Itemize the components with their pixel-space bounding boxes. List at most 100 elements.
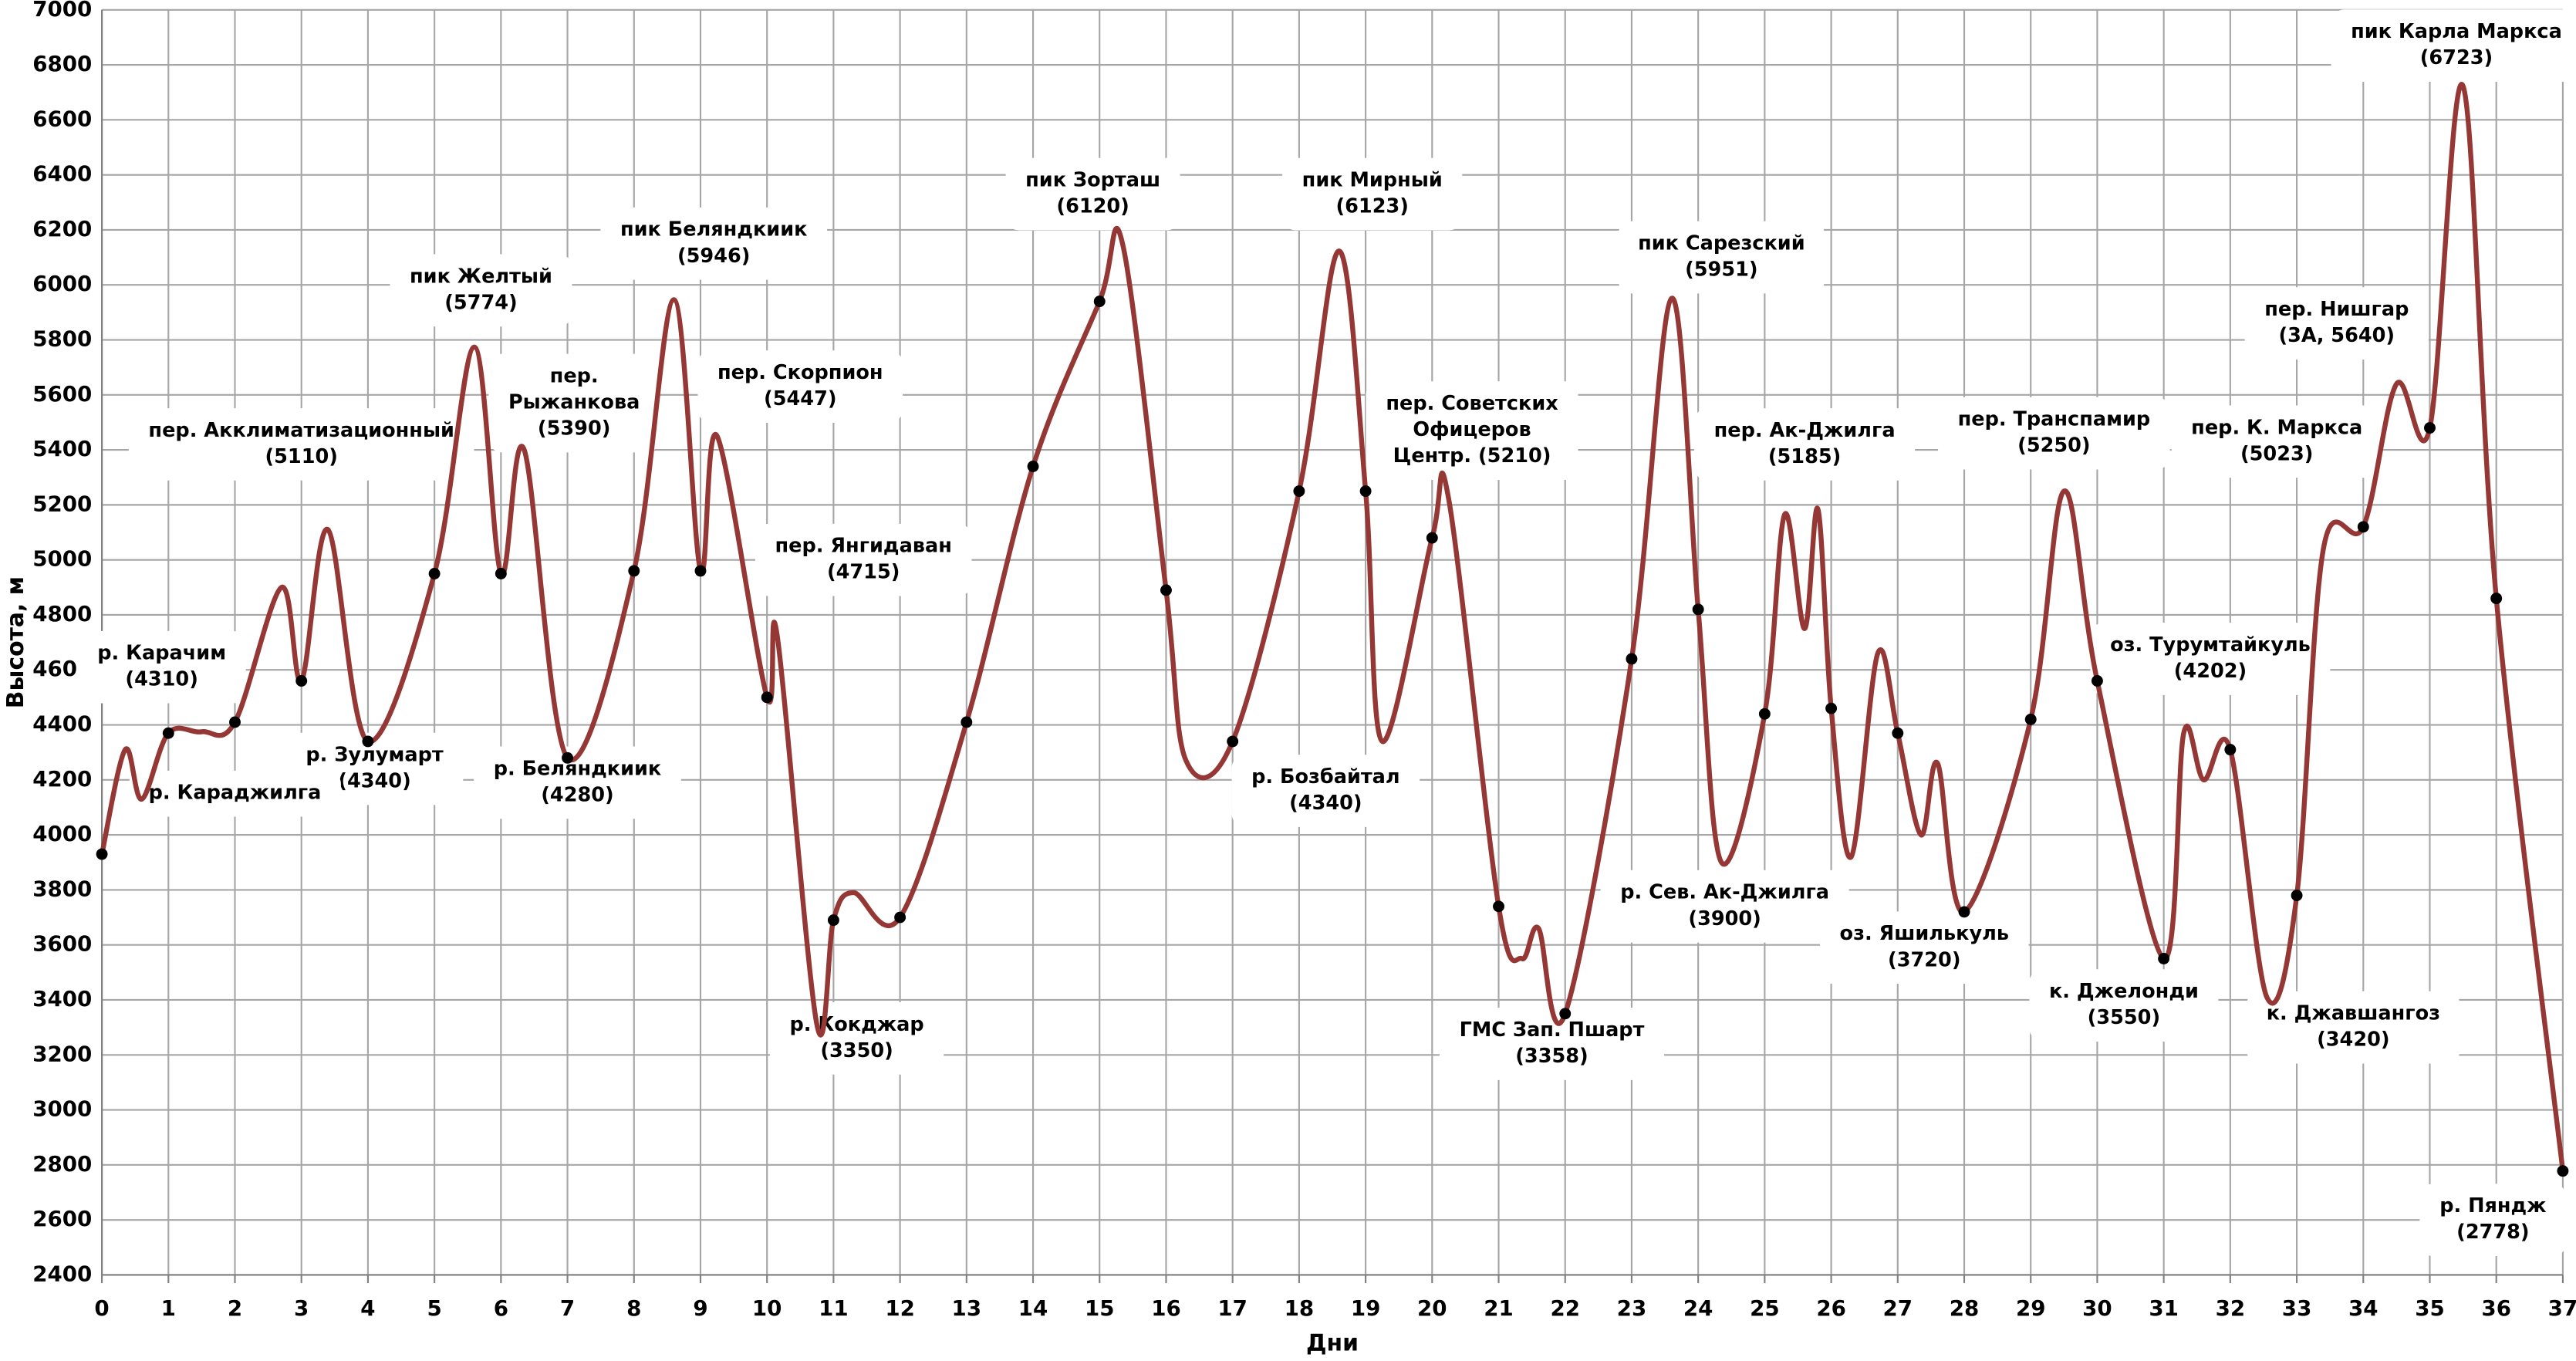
y-tick-label: 3800 [32, 876, 92, 901]
annotation-text: пер. [550, 364, 599, 387]
annotation: пик Сарезский (5951) [1618, 221, 1825, 294]
y-tick-label: 5400 [32, 436, 92, 461]
annotation-text: (3350) [820, 1039, 893, 1062]
annotation-text: (6123) [1335, 195, 1408, 218]
y-tick-label: 3000 [32, 1096, 92, 1122]
x-tick-label: 9 [693, 1295, 707, 1321]
annotation-background [1366, 381, 1578, 481]
annotation-text: пик Желтый [410, 265, 552, 288]
annotation-text: р. Караджилга [149, 782, 322, 805]
y-tick-label: 4800 [32, 601, 92, 626]
point-marker [2291, 890, 2303, 901]
annotation: пер. Акклиматизационный (5110) [128, 408, 474, 481]
y-tick-label: 6200 [32, 216, 92, 241]
point-marker [761, 691, 773, 704]
annotation-text: (3А, 5640) [2278, 324, 2395, 347]
annotation-background [2247, 991, 2460, 1064]
annotation-text: (5774) [444, 291, 517, 314]
annotation-background [769, 1002, 944, 1075]
annotation-background [1600, 870, 1849, 943]
annotation-text: пер. Акклиматизационный [148, 419, 454, 442]
annotation: пик Карла Маркса (6723) [2331, 9, 2576, 82]
annotation-text: Центр. (5210) [1393, 444, 1551, 468]
annotation-text: пер. К. Маркса [2191, 416, 2362, 439]
annotation-background [2171, 405, 2382, 478]
point-marker [2424, 422, 2436, 434]
annotation-text: пер. Транспамир [1958, 408, 2151, 431]
x-tick-label: 31 [2149, 1295, 2179, 1321]
point-marker [1027, 461, 1039, 472]
x-tick-label: 10 [752, 1295, 782, 1321]
annotation-background [2029, 969, 2219, 1042]
x-tick-label: 30 [2082, 1295, 2112, 1321]
annotation-background [1439, 1008, 1665, 1080]
annotation: пер. Транспамир (5250) [1938, 397, 2170, 470]
point-marker [2158, 953, 2170, 964]
annotation: пик Зорташ (6120) [1005, 157, 1180, 231]
annotation-background [129, 770, 341, 817]
annotation: оз. Турумтайкуль (4202) [2090, 623, 2331, 695]
point-marker [1892, 727, 1904, 739]
point-marker [1293, 485, 1305, 498]
annotation: р. Беляндкиик (4280) [474, 746, 681, 819]
x-tick-label: 16 [1151, 1295, 1181, 1321]
y-tick-label: 7000 [32, 0, 92, 22]
annotation-background [1820, 911, 2029, 984]
point-marker [894, 911, 906, 924]
annotation-text: пер. Янгидаван [775, 535, 952, 558]
point-marker [96, 848, 108, 860]
annotation: к. Джавшангоз (3420) [2247, 991, 2460, 1064]
annotation: ГМС Зап. Пшарт (3358) [1439, 1008, 1665, 1080]
x-tick-label: 28 [1950, 1295, 1980, 1321]
annotation: пер. Янгидаван (4715) [755, 523, 972, 596]
point-marker [2357, 521, 2369, 533]
annotation-text: Рыжанкова [508, 390, 640, 414]
annotation: к. Джелонди (3550) [2029, 969, 2219, 1042]
y-tick-label: 5600 [32, 381, 92, 407]
x-tick-label: 11 [819, 1295, 849, 1321]
annotation-background [2244, 287, 2429, 360]
x-tick-label: 26 [1816, 1295, 1846, 1321]
annotation: пик Мирный (6123) [1282, 157, 1463, 231]
annotation-background [2090, 623, 2331, 695]
annotation-text: (5951) [1685, 258, 1757, 282]
elevation-line [99, 82, 2566, 1172]
point-marker [1559, 1008, 1572, 1020]
x-tick-label: 13 [952, 1295, 982, 1321]
point-marker [2091, 675, 2103, 687]
annotation-background [488, 353, 660, 453]
point-marker [2024, 713, 2037, 725]
point-marker [428, 568, 441, 579]
annotation: пик Беляндкиик (5946) [600, 207, 828, 280]
annotation-text: (4202) [2174, 660, 2247, 683]
annotation-background [600, 207, 828, 280]
annotation: пер. Скорпион (5447) [697, 350, 903, 423]
x-tick-label: 5 [427, 1295, 441, 1321]
annotation-text: р. Кокджар [789, 1013, 923, 1036]
annotation-background [755, 523, 972, 596]
point-marker [2224, 744, 2237, 756]
annotation-text: (5390) [538, 417, 610, 441]
x-tick-label: 15 [1085, 1295, 1115, 1321]
point-marker [1093, 296, 1106, 308]
annotation: р. Караджилга [129, 770, 341, 817]
point-marker [2557, 1165, 2569, 1177]
annotation-background [77, 630, 246, 704]
annotation: оз. Яшилькуль (3720) [1820, 911, 2029, 984]
annotation-text: к. Джелонди [2049, 980, 2199, 1003]
annotation-text: (2778) [2456, 1221, 2529, 1244]
x-tick-label: 12 [885, 1295, 915, 1321]
annotation-text: (4280) [541, 783, 613, 806]
x-tick-label: 33 [2282, 1295, 2312, 1321]
x-tick-label: 37 [2548, 1295, 2576, 1321]
annotation: пер. Нишгар (3А, 5640) [2244, 287, 2429, 360]
point-marker [295, 675, 308, 687]
annotation-text: р. Пяндж [2439, 1194, 2547, 1217]
annotation: пер. К. Маркса (5023) [2171, 405, 2382, 478]
point-marker [1758, 708, 1771, 720]
point-marker [229, 716, 241, 728]
annotation: пер. Рыжанкова (5390) [488, 353, 660, 453]
annotation-text: (5023) [2240, 442, 2313, 465]
annotation-text: (4340) [1289, 792, 1362, 815]
